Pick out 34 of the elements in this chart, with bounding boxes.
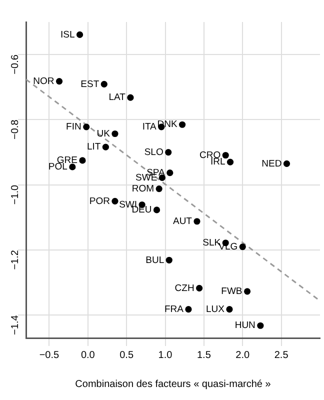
annotation: NED (262, 158, 282, 170)
annotation: ITA (142, 122, 158, 133)
annotation: ISL (60, 29, 75, 40)
x-tick-label: −0.5 (39, 350, 60, 361)
annotation: POR (89, 196, 110, 207)
annotation: HUN (234, 320, 256, 332)
x-tick-label: 0.5 (120, 350, 134, 361)
annotation: NOR (33, 76, 54, 87)
annotation: SLO (144, 146, 164, 158)
annotation: AUT (172, 216, 192, 227)
x-tick-label: 1.5 (196, 350, 212, 361)
annotation: POL (48, 162, 68, 173)
x-tick-label: 2.0 (236, 350, 250, 361)
y-tick-label: −1.4 (10, 314, 21, 335)
x-tick-label: 1.0 (158, 350, 173, 361)
annotation: ROM (132, 183, 154, 194)
annotation: LIT (86, 142, 101, 153)
y-tick-label: −1.0 (10, 184, 21, 205)
annotation: CZH (174, 282, 194, 294)
annotation: SLK (202, 238, 222, 248)
x-axis-title: Combinaison des facteurs « quasi‑marché » (75, 378, 272, 390)
annotation: BUL (146, 254, 164, 266)
y-tick-label: −0.8 (10, 119, 21, 140)
annotation: LUX (206, 304, 226, 315)
y-tick-label: −1.2 (10, 250, 21, 270)
annotation: FWB (221, 286, 242, 298)
x-tick-label: 2.5 (274, 350, 289, 361)
annotation: FRA (164, 304, 184, 315)
annotation: LAT (108, 92, 126, 104)
x-tick-label: 0.0 (80, 350, 96, 361)
annotation: EST (80, 78, 100, 90)
annotation: FIN (66, 122, 82, 133)
annotation: UK (96, 128, 111, 140)
y-tick-label: −0.6 (10, 54, 21, 74)
